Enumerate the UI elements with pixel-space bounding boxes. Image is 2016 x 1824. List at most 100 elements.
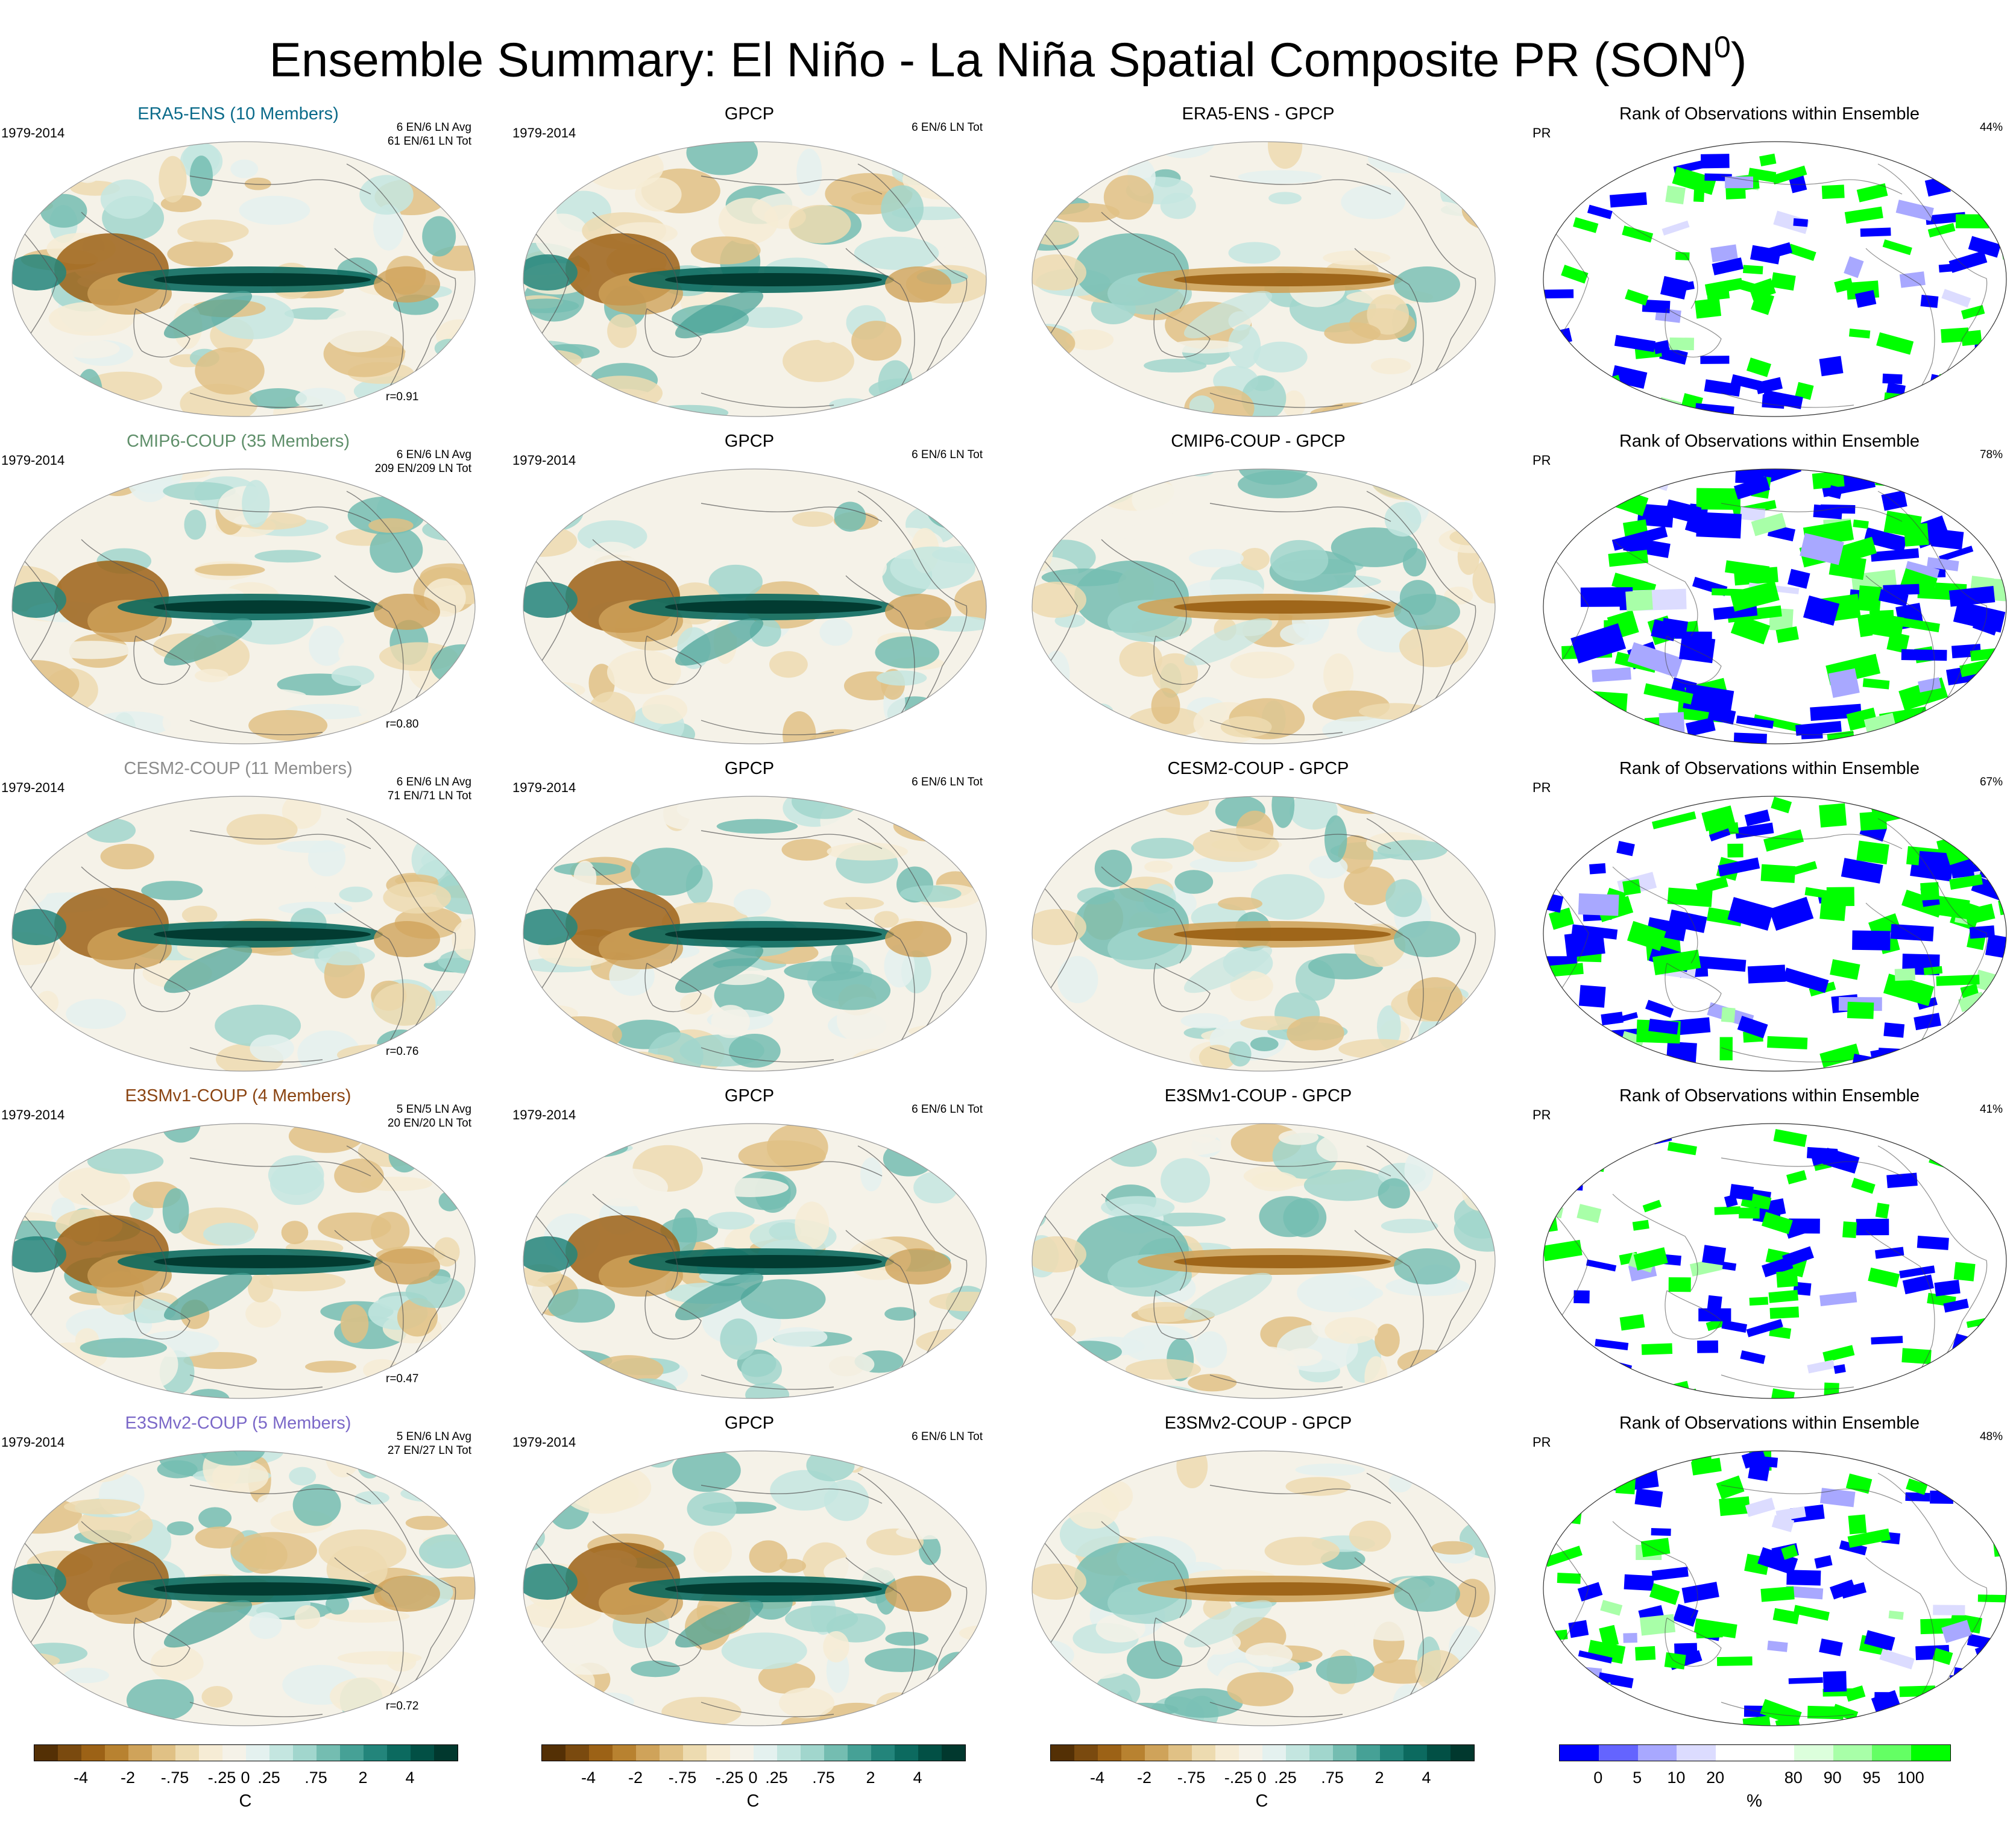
rank-cell bbox=[1739, 506, 1766, 522]
coastline bbox=[701, 392, 834, 408]
spcz-anomaly bbox=[675, 618, 764, 666]
tot-note: 209 EN/209 LN Tot bbox=[374, 462, 471, 475]
rank-cell bbox=[1668, 1277, 1691, 1292]
colorbar-swatch bbox=[1833, 1745, 1873, 1761]
anomaly-blob bbox=[150, 1646, 204, 1681]
anomaly-blob bbox=[1338, 1039, 1420, 1059]
coastline bbox=[133, 1617, 191, 1667]
anomaly-blob bbox=[1240, 547, 1270, 571]
anomaly-blob bbox=[1114, 983, 1195, 1009]
rank-cell bbox=[1745, 1497, 1775, 1517]
rank-cell bbox=[1757, 1547, 1798, 1576]
anomaly-blob bbox=[183, 1351, 257, 1370]
rank-cell bbox=[1899, 1702, 1919, 1712]
coastline bbox=[189, 1702, 323, 1717]
rank-cell bbox=[1578, 1650, 1613, 1664]
coastline bbox=[701, 503, 883, 522]
anomaly-blob bbox=[1226, 1353, 1298, 1386]
atlantic-anomaly bbox=[374, 921, 440, 957]
anomaly-blob bbox=[1426, 796, 1449, 835]
anomaly-blob bbox=[113, 469, 136, 483]
anomaly-blob bbox=[70, 1451, 130, 1483]
anomaly-blob bbox=[230, 159, 259, 178]
anomaly-blob bbox=[409, 1373, 468, 1397]
anomaly-blob bbox=[426, 796, 461, 826]
panel-title: GPCP bbox=[724, 432, 775, 451]
colorbar-swatch bbox=[58, 1745, 81, 1761]
anomaly-blob bbox=[1245, 1642, 1293, 1667]
rank-cell bbox=[1744, 809, 1771, 826]
rank-cell bbox=[1643, 683, 1693, 705]
anomaly-blob bbox=[895, 1710, 977, 1726]
anomaly-blob bbox=[1160, 192, 1196, 219]
anomaly-blob bbox=[557, 1374, 589, 1398]
anomaly-blob bbox=[163, 482, 236, 500]
rank-cell bbox=[1662, 220, 1690, 236]
anomaly-blob bbox=[336, 1044, 419, 1066]
colorbar-swatch bbox=[1560, 1745, 1599, 1761]
rank-cell bbox=[1819, 896, 1847, 922]
anomaly-blob bbox=[523, 172, 588, 191]
rank-cell bbox=[1743, 265, 1763, 275]
equatorial-pacific-core bbox=[665, 928, 882, 941]
anomaly-blob bbox=[908, 1024, 986, 1039]
map-svg bbox=[1543, 141, 2007, 417]
global-map bbox=[9, 467, 478, 746]
anomaly-blob bbox=[1315, 1655, 1375, 1684]
coastline bbox=[1041, 1212, 1078, 1321]
figure-title-superscript: 0 bbox=[1714, 30, 1731, 64]
anomaly-blob bbox=[1278, 1130, 1319, 1145]
equatorial-pacific-core bbox=[1174, 1582, 1391, 1596]
anomaly-blob bbox=[567, 389, 626, 417]
anomaly-blob bbox=[911, 1695, 947, 1726]
coastline bbox=[133, 635, 191, 685]
anomaly-blob bbox=[1309, 855, 1348, 879]
rank-cell bbox=[1781, 1544, 1798, 1560]
anomaly-blob bbox=[1251, 1171, 1298, 1192]
coastline bbox=[20, 1539, 58, 1649]
coastline bbox=[857, 818, 968, 1048]
rank-cell bbox=[1879, 1649, 1915, 1670]
coastline bbox=[701, 1702, 834, 1717]
figure-title-close: ) bbox=[1730, 33, 1747, 87]
colorbar-swatch bbox=[707, 1745, 730, 1761]
rank-cell bbox=[1718, 857, 1760, 877]
colorbar-tick: .25 bbox=[765, 1769, 788, 1787]
rank-cell bbox=[1550, 183, 1573, 199]
rank-cell bbox=[1923, 966, 1943, 975]
rank-cell bbox=[1552, 1331, 1571, 1345]
rank-cell bbox=[1841, 858, 1883, 884]
atlantic-anomaly bbox=[885, 266, 951, 303]
rank-cell bbox=[1712, 257, 1744, 275]
rank-cell bbox=[1868, 1267, 1900, 1288]
atlantic-anomaly bbox=[374, 1248, 440, 1285]
anomaly-blob bbox=[1324, 322, 1381, 344]
rank-cell bbox=[1886, 1172, 1918, 1189]
anomaly-blob bbox=[573, 860, 597, 897]
rank-cell bbox=[1925, 212, 1966, 225]
global-map bbox=[1540, 1122, 2009, 1400]
rank-cell bbox=[1557, 1492, 1587, 1514]
anomaly-blob bbox=[834, 502, 866, 532]
anomaly-blob bbox=[792, 511, 834, 527]
colorbar-swatch bbox=[199, 1745, 222, 1761]
panel-title: GPCP bbox=[724, 759, 775, 778]
anomaly-blob bbox=[1271, 796, 1295, 828]
rank-cell bbox=[1900, 568, 1938, 597]
anomaly-blob bbox=[827, 842, 909, 861]
rank-cell bbox=[1583, 690, 1628, 714]
rank-cell bbox=[1786, 1570, 1821, 1586]
global-map bbox=[1540, 1449, 2009, 1728]
rank-cell bbox=[1584, 796, 1599, 816]
anomaly-blob bbox=[894, 1039, 941, 1061]
colorbar-tick: 5 bbox=[1633, 1769, 1642, 1787]
anomaly-blob bbox=[64, 1667, 109, 1684]
rank-cell bbox=[1559, 1501, 1575, 1512]
colorbar-swatch bbox=[1754, 1745, 1794, 1761]
anomaly-blob bbox=[1032, 1031, 1066, 1045]
colorbar-tick: -.25 bbox=[1224, 1769, 1253, 1787]
period-label: 1979-2014 bbox=[1, 125, 65, 140]
period-label: 1979-2014 bbox=[512, 1107, 576, 1122]
anomaly-blob bbox=[587, 1692, 634, 1711]
global-map bbox=[520, 1122, 989, 1400]
